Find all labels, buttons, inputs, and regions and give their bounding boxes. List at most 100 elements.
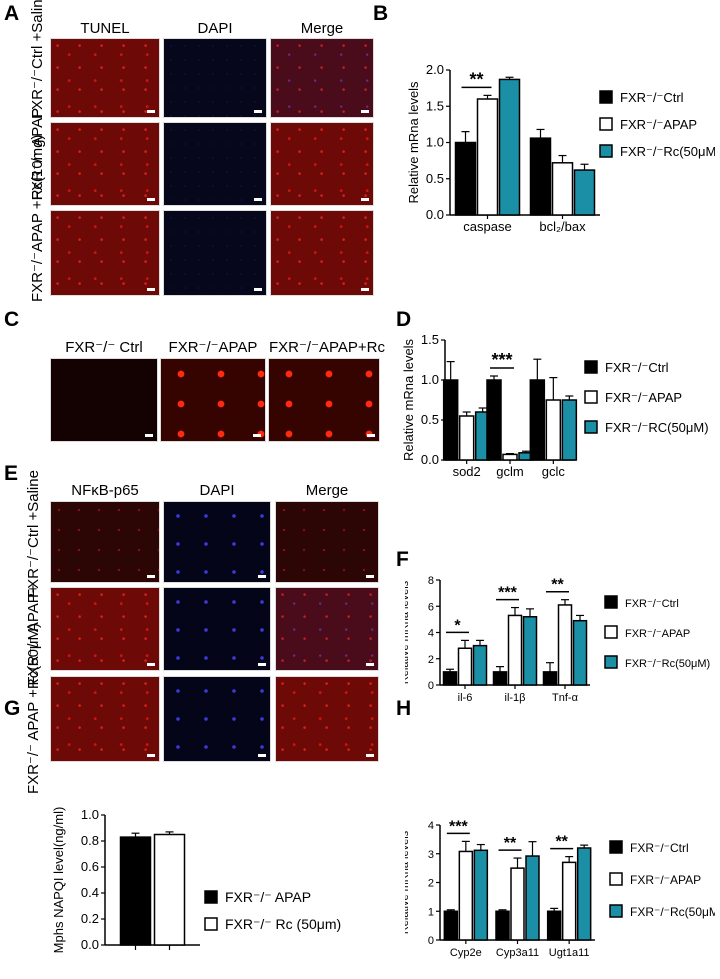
- y-tick-label: 0.2: [81, 911, 99, 926]
- significance-marker: **: [504, 835, 517, 852]
- legend-label: FXR⁻/⁻ Rc (50μm): [225, 916, 341, 932]
- y-axis-label: Relative mRna levels: [406, 81, 421, 204]
- bar: [443, 910, 459, 941]
- significance-marker: **: [469, 69, 483, 89]
- panel-c-col-apap: FXR⁻/⁻APAP: [168, 339, 258, 356]
- panel-a-row-3: FXR⁻/⁻APAP +Rc(10mg): [29, 134, 46, 302]
- micrograph-c-rc: [268, 358, 380, 442]
- micrograph-e-dapi-saline: [163, 501, 271, 583]
- micrograph-e-merge-rc: [275, 676, 379, 762]
- y-tick-label: 8: [428, 575, 434, 587]
- y-tick-label: 2: [428, 654, 434, 666]
- y-tick-label: 0.5: [421, 412, 439, 427]
- bar: [495, 910, 510, 941]
- micrograph-a-dapi-apap: [163, 122, 267, 206]
- significance-marker: **: [551, 577, 564, 594]
- bar: [545, 399, 562, 461]
- micrograph-a-merge-rc: [270, 210, 374, 296]
- y-tick-label: 1: [428, 906, 434, 918]
- significance-marker: ***: [491, 350, 512, 370]
- micrograph-a-dapi-rc: [163, 210, 267, 296]
- micrograph-e-dapi-rc: [163, 676, 271, 762]
- y-tick-label: 0: [428, 935, 434, 947]
- legend-swatch: [584, 420, 598, 434]
- panel-a-col-dapi: DAPI: [197, 20, 233, 37]
- y-tick-label: 0.0: [421, 452, 439, 467]
- bar: [525, 855, 540, 941]
- legend-label: FXR⁻/⁻APAP: [620, 117, 697, 132]
- panel-label-f: F: [396, 548, 409, 571]
- legend-swatch: [604, 655, 618, 669]
- micrograph-a-merge-saline: [270, 38, 374, 118]
- micrograph-e-merge-apap: [275, 587, 379, 671]
- bar: [576, 847, 592, 941]
- bar: [542, 671, 558, 686]
- micrograph-a-dapi-saline: [163, 38, 267, 118]
- y-tick-label: 0.6: [81, 859, 99, 874]
- y-tick-label: 0.4: [81, 885, 99, 900]
- panel-label-h: H: [396, 697, 412, 720]
- panel-e-col-nfkb: NFκB-p65: [71, 482, 139, 499]
- x-tick-label: bcl₂/bax: [539, 219, 586, 234]
- x-tick-label: il-6: [458, 692, 473, 704]
- chart-h: 0 1 2 3 4 Relative mRna levels Cyp2e Cyp3a11 Ugt…: [405, 818, 715, 959]
- micrograph-e-nfkb-apap: [50, 587, 160, 671]
- bar: [472, 644, 488, 686]
- bar: [510, 867, 525, 941]
- micrograph-e-dapi-apap: [163, 587, 271, 671]
- y-axis-label: Relative mRna levels: [405, 830, 411, 934]
- y-tick-label: 4: [428, 820, 434, 832]
- legend-label: FXR⁻/⁻Rc(50μM): [625, 658, 710, 670]
- legend-label: FXR⁻/⁻Ctrl: [630, 841, 689, 855]
- significance-marker: *: [454, 617, 461, 634]
- micrograph-e-merge-saline: [275, 501, 379, 583]
- panel-a-col-merge: Merge: [300, 20, 344, 37]
- legend-swatch: [204, 890, 218, 904]
- bar: [502, 453, 518, 461]
- legend-label: FXR⁻/⁻ APAP: [225, 889, 311, 905]
- y-axis-label: Relative mRna levels: [401, 338, 416, 461]
- bar: [476, 98, 499, 216]
- panel-label-b: B: [373, 2, 389, 25]
- y-tick-label: 1.0: [81, 807, 99, 822]
- x-tick-label: Cyp3a11: [496, 947, 539, 959]
- bar: [507, 614, 523, 686]
- bar: [561, 861, 577, 941]
- significance-marker: ***: [498, 585, 517, 602]
- bar: [522, 616, 538, 686]
- panel-label-d: D: [396, 308, 412, 331]
- x-tick-label: il-1β: [505, 692, 526, 704]
- legend-label: FXR⁻/⁻Rc(50μM): [630, 905, 715, 919]
- y-tick-label: 0.8: [81, 833, 99, 848]
- chart-b: 0.0 0.5 1.0 1.5 2.0 Relative mRna levels caspa…: [406, 62, 715, 234]
- legend-label: FXR⁻/⁻RC(50μM): [605, 420, 709, 435]
- bar: [546, 910, 562, 941]
- legend-swatch: [599, 90, 613, 104]
- legend-label: FXR⁻/⁻Rc(50μM): [620, 144, 715, 159]
- bar: [498, 78, 521, 216]
- legend-label: FXR⁻/⁻APAP: [625, 628, 690, 640]
- y-axis-label: Mphs NAPQI level(ng/ml): [51, 807, 66, 954]
- y-tick-label: 0.0: [81, 937, 99, 952]
- panel-label-c: C: [4, 308, 20, 331]
- x-tick-label: gclm: [496, 464, 523, 479]
- micrograph-a-tunel-saline: [50, 38, 160, 118]
- bar: [551, 162, 574, 216]
- y-tick-label: 2.0: [426, 62, 444, 77]
- legend-label: FXR⁻/⁻Ctrl: [605, 360, 669, 375]
- legend-swatch: [599, 117, 613, 131]
- micrograph-e-nfkb-saline: [50, 501, 160, 583]
- chart-d: 0.0 0.5 1.0 1.5 Relative mRna levels sod2 gclm…: [401, 332, 709, 479]
- panel-label-a: A: [4, 2, 20, 25]
- x-tick-label: Ugt1a11: [549, 947, 590, 959]
- micrograph-e-nfkb-rc: [50, 676, 160, 762]
- y-tick-label: 4: [428, 628, 434, 640]
- panel-c-col-ctrl: FXR⁻/⁻ Ctrl: [65, 339, 143, 356]
- legend-swatch: [604, 625, 618, 639]
- bar: [561, 399, 578, 461]
- x-tick-label: Tnf-α: [552, 692, 579, 704]
- bar: [442, 379, 459, 461]
- bar: [153, 833, 186, 946]
- bar: [529, 379, 546, 461]
- panel-e-col-merge: Merge: [305, 482, 349, 499]
